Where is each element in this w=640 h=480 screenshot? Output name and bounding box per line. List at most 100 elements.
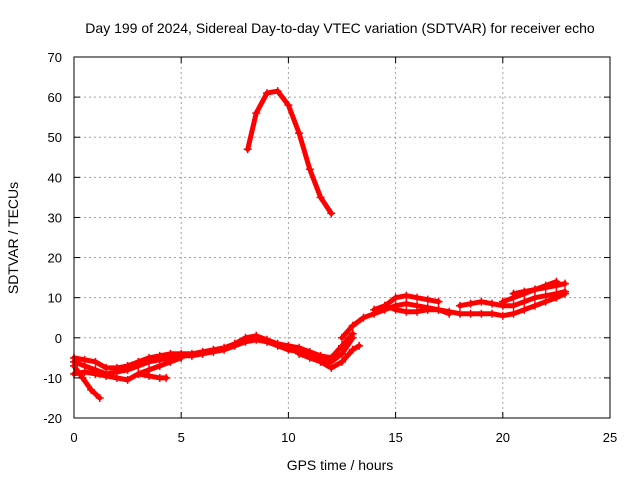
data-point	[252, 109, 261, 118]
data-point	[348, 321, 357, 330]
x-tick-label: 20	[496, 430, 510, 445]
data-point	[284, 341, 293, 350]
data-point	[359, 313, 368, 322]
data-point	[434, 297, 443, 306]
data-point	[488, 299, 497, 308]
data-point	[370, 305, 379, 314]
data-point	[166, 349, 175, 358]
data-point	[102, 363, 111, 372]
data-point	[552, 277, 561, 286]
data-point	[338, 357, 346, 366]
x-tick-label: 0	[70, 430, 77, 445]
chart-title: Day 199 of 2024, Sidereal Day-to-day VTE…	[85, 20, 595, 36]
data-point	[91, 357, 100, 366]
data-point	[134, 369, 143, 378]
data-point	[348, 329, 357, 338]
y-tick-label: 50	[48, 130, 62, 145]
data-point	[305, 165, 314, 174]
data-point	[284, 101, 293, 110]
data-point	[112, 373, 121, 382]
y-tick-label: 60	[48, 90, 62, 105]
data-point	[155, 361, 164, 370]
series-arc-j	[455, 287, 569, 310]
data-point	[262, 89, 271, 98]
series-arc-i	[380, 289, 569, 320]
data-point	[252, 331, 261, 340]
data-point	[530, 285, 539, 294]
y-tick-label: 20	[48, 251, 62, 266]
data-point	[327, 353, 336, 362]
data-point	[402, 291, 411, 300]
data-point	[466, 299, 475, 308]
data-point	[262, 335, 271, 344]
series-arc-f	[295, 341, 364, 372]
data-point	[488, 309, 497, 318]
data-point	[123, 361, 132, 370]
data-point	[155, 351, 164, 360]
data-point	[91, 369, 100, 378]
data-point	[509, 309, 518, 318]
series-arc-d	[70, 353, 186, 384]
data-point	[455, 301, 464, 310]
data-point	[112, 363, 121, 372]
data-point	[413, 307, 422, 316]
series-arc-e	[134, 369, 171, 382]
data-point	[187, 349, 196, 358]
data-point	[391, 305, 400, 314]
data-point	[520, 297, 529, 306]
data-point	[541, 291, 550, 300]
data-point	[520, 287, 529, 296]
data-point	[209, 345, 218, 354]
data-point	[402, 307, 411, 316]
x-tick-label: 15	[388, 430, 402, 445]
y-tick-label: -20	[43, 411, 62, 426]
data-point	[123, 375, 132, 384]
data-point	[338, 333, 346, 342]
data-point	[560, 279, 569, 288]
data-point	[327, 363, 336, 372]
data-point	[530, 301, 539, 310]
data-point	[509, 301, 518, 310]
data-point	[134, 357, 143, 366]
data-point	[273, 87, 282, 96]
data-point	[455, 309, 464, 318]
series-arc-main	[243, 87, 336, 218]
data-point	[273, 339, 282, 348]
data-point	[530, 293, 539, 302]
data-point	[316, 357, 325, 366]
data-point	[316, 193, 325, 202]
data-point	[198, 347, 207, 356]
data-point	[477, 309, 486, 318]
data-point	[80, 367, 89, 376]
data-point	[391, 293, 400, 302]
y-tick-label: 0	[55, 331, 62, 346]
data-point	[162, 373, 171, 382]
data-point	[498, 297, 507, 306]
y-tick-label: -10	[43, 371, 62, 386]
data-point	[402, 299, 411, 308]
data-point	[338, 341, 346, 350]
data-point	[380, 301, 389, 310]
y-axis-title: SDTVAR / TECUs	[5, 182, 21, 294]
data-point	[95, 393, 104, 402]
data-point	[541, 281, 550, 290]
series-line	[245, 88, 334, 216]
x-tick-label: 5	[178, 430, 185, 445]
data-point	[560, 287, 569, 296]
data-point	[295, 349, 304, 358]
data-point	[434, 305, 443, 314]
series-arc-l	[509, 277, 561, 298]
data-point	[327, 209, 336, 218]
x-axis-title: GPS time / hours	[287, 457, 394, 473]
data-point	[220, 343, 229, 352]
data-point	[166, 357, 175, 366]
y-tick-label: 30	[48, 210, 62, 225]
y-tick-label: 40	[48, 170, 62, 185]
data-point	[509, 289, 518, 298]
data-point	[102, 371, 111, 380]
y-tick-label: 70	[48, 50, 62, 65]
series-arc-b	[70, 329, 357, 372]
data-point	[241, 333, 250, 342]
data-point	[520, 305, 529, 314]
